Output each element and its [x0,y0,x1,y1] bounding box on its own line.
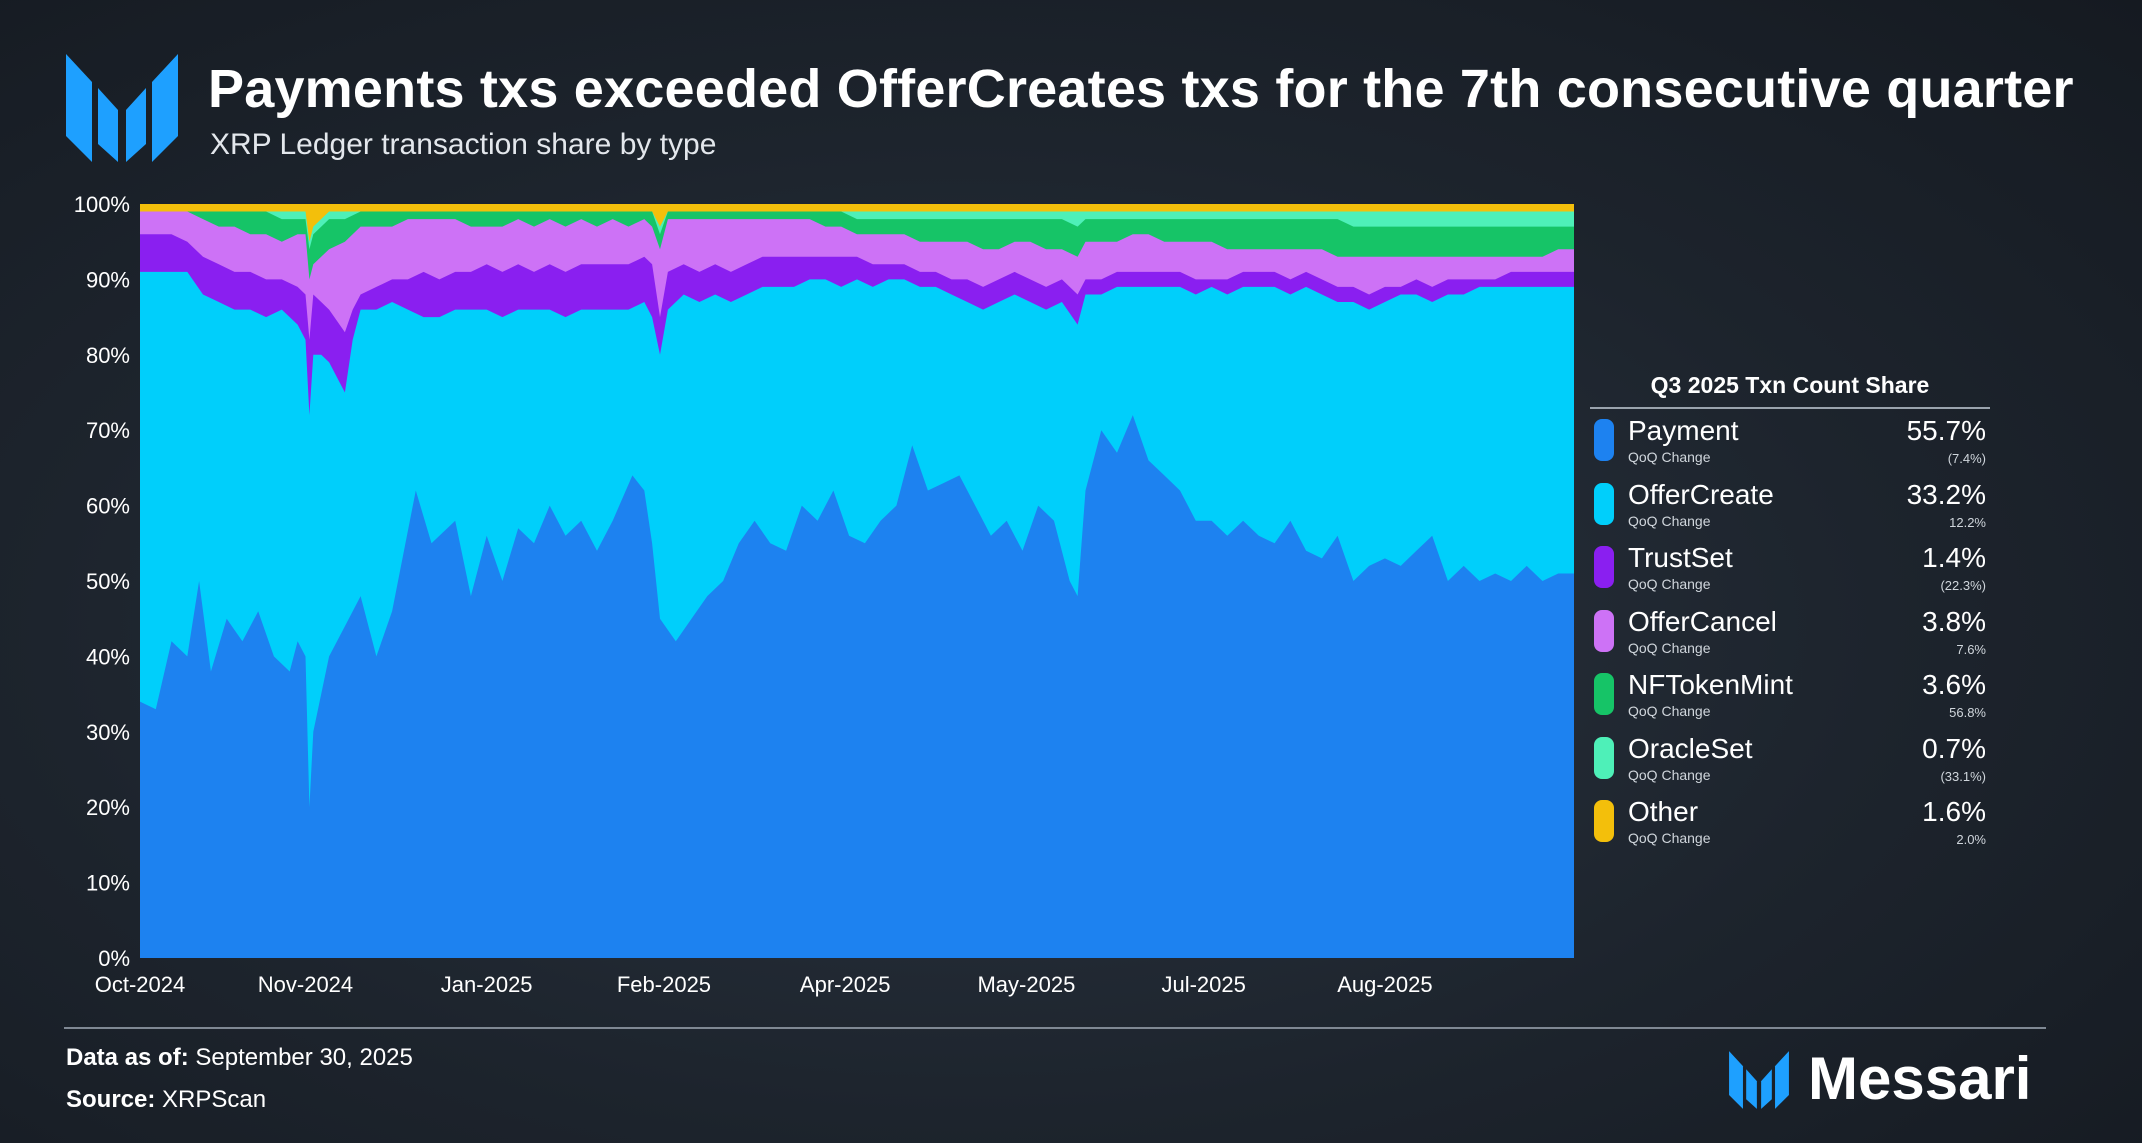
legend-label: TrustSet [1628,542,1733,573]
legend-qoq-label: QoQ Change [1628,449,1711,465]
legend-qoq-label: QoQ Change [1628,512,1711,529]
y-tick-label: 80% [86,343,130,368]
legend: Q3 2025 Txn Count Share Payment QoQ Chan… [1590,372,1990,854]
brand-name: Messari [1808,1045,2032,1112]
legend-label: Payment [1628,415,1739,446]
legend-qoq-value: (33.1%) [1940,768,1986,784]
y-tick-label: 10% [86,871,130,896]
legend-item-other: Other QoQ Change 1.6% 2.0% [1590,790,1990,854]
y-tick-label: 20% [86,795,130,820]
legend-value: 33.2% [1906,478,1986,510]
y-tick-label: 70% [86,418,130,443]
source: Source: XRPScan [66,1086,266,1114]
footer-divider [64,1027,2046,1029]
brand-lockup: Messari [1728,1044,2048,1116]
legend-qoq-value: 12.2% [1949,514,1986,530]
messari-brand-shape [1729,1051,1789,1109]
x-tick-label: Aug-2025 [1337,972,1432,997]
legend-value: 3.8% [1922,605,1986,637]
source-value: XRPScan [162,1086,267,1113]
messari-logo-icon [66,54,178,162]
legend-value: 55.7% [1906,415,1986,446]
source-label: Source: [66,1086,156,1113]
chart-subtitle: XRP Ledger transaction share by type [210,128,717,161]
legend-label: OracleSet [1628,732,1753,764]
y-tick-label: 60% [86,494,130,519]
legend-swatch [1594,609,1614,652]
legend-qoq-value: 7.6% [1956,641,1986,657]
data-as-of: Data as of: September 30, 2025 [66,1044,413,1072]
data-as-of-label: Data as of: [66,1044,189,1071]
legend-item-nftokenmint: NFTokenMint QoQ Change 3.6% 56.8% [1590,663,1990,727]
y-tick-label: 30% [86,720,130,745]
legend-qoq-value: (7.4%) [1947,451,1986,466]
legend-swatch [1594,546,1614,588]
y-tick-label: 0% [98,946,130,971]
data-as-of-value: September 30, 2025 [195,1044,413,1071]
legend-qoq-label: QoQ Change [1628,703,1711,719]
legend-value: 0.7% [1922,732,1986,764]
legend-qoq-value: 56.8% [1949,705,1986,720]
legend-label: NFTokenMint [1628,669,1793,700]
legend-qoq-label: QoQ Change [1628,639,1711,656]
legend-qoq-value: 2.0% [1956,832,1986,847]
legend-title: Q3 2025 Txn Count Share [1590,372,1990,409]
legend-swatch [1594,736,1614,779]
legend-item-offercreate: OfferCreate QoQ Change 33.2% 12.2% [1590,473,1990,537]
legend-label: OfferCreate [1628,478,1774,510]
x-axis: Oct-2024 Nov-2024 Jan-2025 Feb-2025 Apr-2025… [95,972,1433,997]
area-series-group [140,204,1574,959]
legend-item-offercancel: OfferCancel QoQ Change 3.8% 7.6% [1590,600,1990,664]
legend-qoq-label: QoQ Change [1628,766,1711,783]
x-tick-label: Nov-2024 [258,972,353,997]
legend-item-payment: Payment QoQ Change 55.7% (7.4%) [1590,409,1990,473]
y-tick-label: 50% [86,569,130,594]
legend-value: 3.6% [1922,669,1986,700]
area-payment [140,415,1574,959]
legend-swatch [1594,673,1614,715]
x-tick-label: Jan-2025 [441,972,533,997]
legend-swatch [1594,800,1614,842]
y-axis: 0% 10% 20% 30% 40% 50% 60% 70% 80% 90% 100% [74,192,130,971]
legend-qoq-value: (22.3%) [1940,578,1986,593]
x-tick-label: Jul-2025 [1161,972,1245,997]
messari-logo-shape [66,54,178,162]
legend-qoq-label: QoQ Change [1628,576,1711,592]
y-tick-label: 90% [86,267,130,292]
x-tick-label: Oct-2024 [95,972,186,997]
x-tick-label: Apr-2025 [800,972,891,997]
x-tick-label: Feb-2025 [617,972,711,997]
legend-value: 1.6% [1922,796,1986,827]
legend-swatch [1594,482,1614,525]
legend-item-oracleset: OracleSet QoQ Change 0.7% (33.1%) [1590,727,1990,791]
y-tick-label: 100% [74,192,130,217]
chart-title: Payments txs exceeded OfferCreates txs f… [208,59,2074,119]
legend-label: OfferCancel [1628,605,1777,637]
legend-item-trustset: TrustSet QoQ Change 1.4% (22.3%) [1590,536,1990,600]
legend-value: 1.4% [1922,542,1986,573]
legend-label: Other [1628,796,1699,827]
messari-brand-icon [1729,1051,1789,1109]
legend-swatch [1594,419,1614,461]
legend-qoq-label: QoQ Change [1628,830,1711,846]
y-tick-label: 40% [86,644,130,669]
x-tick-label: May-2025 [977,972,1075,997]
